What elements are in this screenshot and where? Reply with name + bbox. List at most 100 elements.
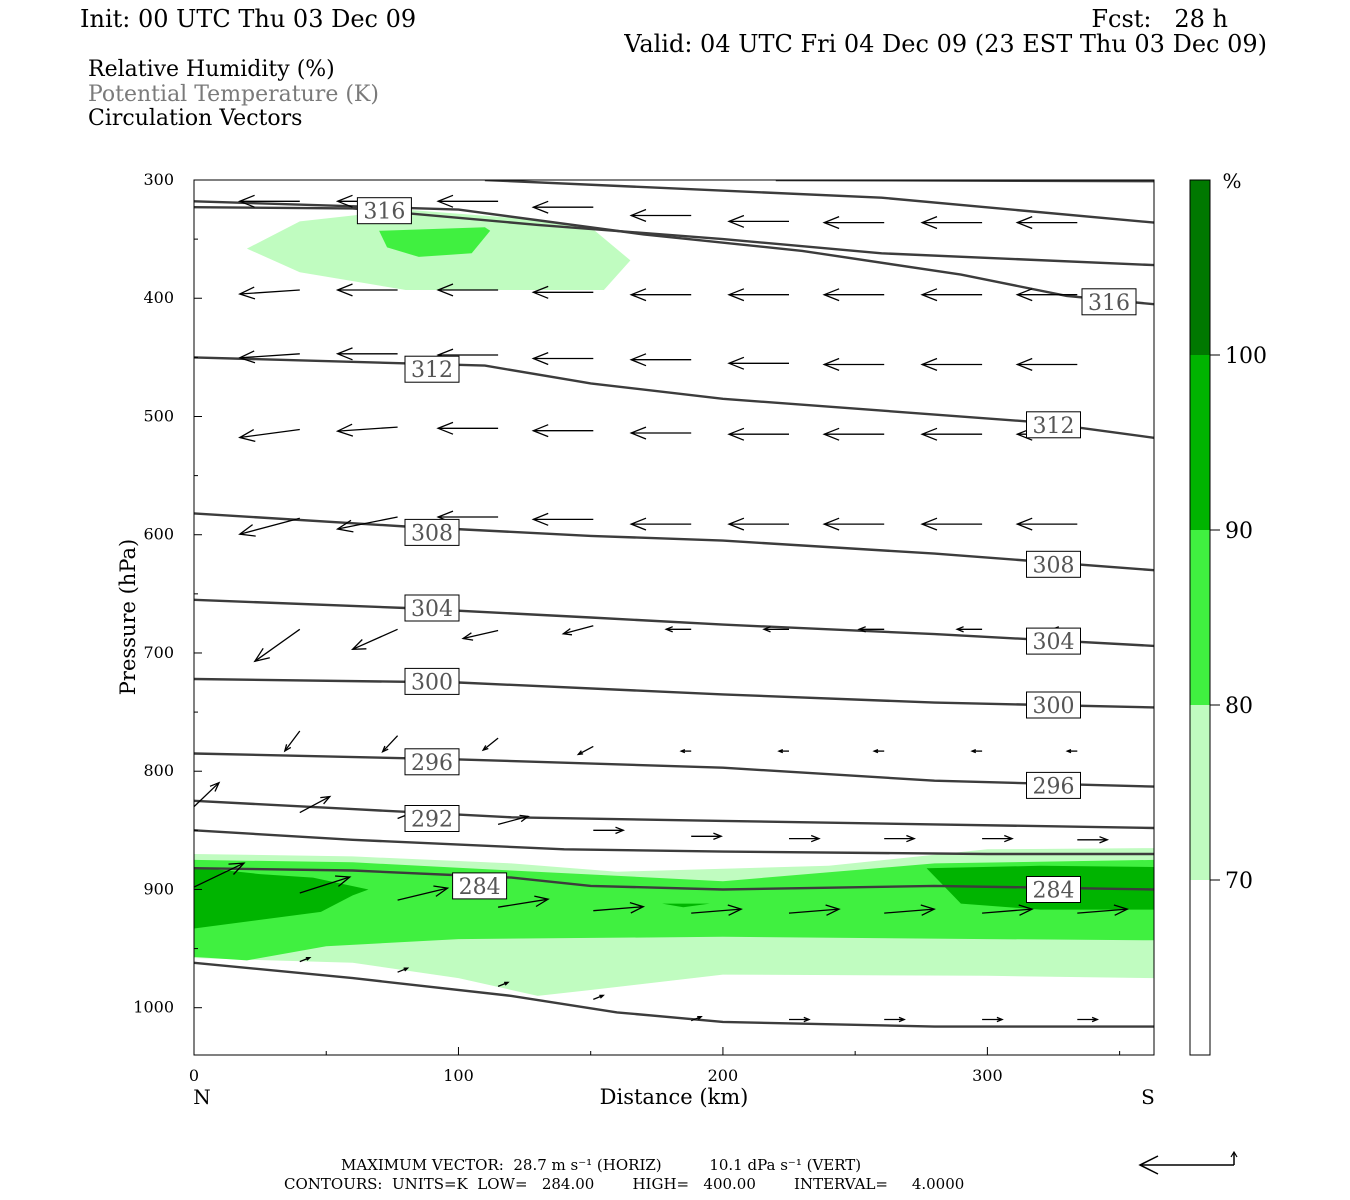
vector-head	[615, 826, 626, 835]
legend-potential-temperature: Potential Temperature (K)	[88, 82, 379, 107]
vector-head	[822, 427, 840, 441]
circulation-vector	[253, 628, 301, 663]
vector-head	[825, 904, 841, 916]
circulation-vector	[982, 904, 1034, 916]
circulation-vector	[920, 215, 983, 230]
circulation-vector-layer	[194, 194, 1130, 1023]
vector-head	[576, 750, 584, 756]
vector-head	[1065, 748, 1072, 754]
theta-label-box	[404, 594, 460, 622]
colorbar-level-label: 80	[1225, 694, 1253, 719]
circulation-vector	[982, 834, 1014, 843]
vector-head	[1091, 1016, 1100, 1023]
vector-head	[335, 283, 353, 297]
theta-contour-284	[194, 867, 1154, 891]
theta-label-text: 300	[1033, 694, 1075, 719]
y-tick-label: 400	[143, 288, 174, 307]
theta-label-text: 304	[411, 597, 453, 622]
theta-label-box	[1026, 411, 1081, 439]
circulation-vector	[194, 862, 246, 888]
circulation-vector	[531, 512, 594, 526]
vector-head	[335, 519, 354, 533]
colorbar-level-label: 100	[1225, 344, 1267, 369]
circulation-vector	[299, 875, 352, 894]
theta-label: 296	[1026, 771, 1081, 799]
vector-head	[1099, 836, 1110, 844]
vector-shaft	[382, 735, 399, 753]
circulation-vector	[497, 981, 510, 988]
vector-head	[906, 834, 916, 843]
x-tick-label: 0	[189, 1066, 199, 1085]
theta-label: 284	[1026, 876, 1081, 904]
circulation-vector	[238, 194, 300, 208]
circulation-vector	[335, 423, 398, 437]
circulation-vector	[531, 285, 594, 299]
vector-head	[920, 215, 938, 230]
vector-shaft	[788, 908, 840, 914]
theta-contour-300	[194, 677, 1154, 709]
vector-head	[531, 200, 549, 214]
vector-head	[238, 429, 256, 443]
circulation-vector	[920, 427, 983, 441]
vector-head	[898, 1016, 906, 1023]
circulation-vector	[350, 628, 398, 651]
circulation-vector	[789, 834, 821, 843]
circulation-vector	[1077, 1016, 1100, 1023]
theta-label-text: 308	[411, 521, 453, 546]
vector-head	[1015, 288, 1033, 302]
circulation-vector	[920, 517, 983, 531]
vector-head	[504, 981, 510, 986]
colorbar-level-label: 90	[1225, 519, 1253, 544]
circulation-vector	[788, 904, 841, 916]
theta-label-text: 284	[1033, 879, 1075, 904]
vector-head	[209, 781, 221, 792]
circulation-vector	[1015, 357, 1078, 372]
y-tick-label: 500	[143, 407, 174, 426]
vector-head	[253, 647, 270, 663]
vector-shaft	[593, 994, 604, 1001]
vector-shaft	[497, 898, 549, 908]
circulation-vector	[238, 350, 300, 364]
vector-head	[629, 517, 647, 531]
circulation-vector	[679, 748, 692, 754]
vector-head	[238, 194, 255, 208]
vector-head	[629, 288, 647, 302]
x-left-endpoint: N	[193, 1085, 211, 1109]
vector-head	[481, 745, 489, 752]
vector-shaft	[337, 516, 398, 530]
theta-label: 304	[404, 594, 460, 622]
vector-head	[857, 626, 866, 633]
x-right-endpoint: S	[1141, 1085, 1155, 1109]
circulation-vector	[629, 426, 692, 440]
theta-label-box	[404, 805, 460, 832]
vector-shaft	[299, 876, 350, 894]
vector-shaft	[982, 908, 1033, 914]
y-tick-label: 700	[143, 643, 174, 662]
legend-circulation-vectors: Circulation Vectors	[88, 106, 303, 131]
rh-fill-layer	[194, 209, 1154, 996]
theta-contour-296	[194, 752, 1154, 788]
rh-region-90	[194, 867, 369, 929]
legend-relative-humidity: Relative Humidity (%)	[88, 57, 335, 82]
vector-head	[436, 283, 454, 297]
vector-head	[727, 356, 745, 370]
vector-head	[996, 1016, 1004, 1023]
vector-head	[822, 517, 840, 531]
vector-shaft	[497, 815, 529, 826]
theta-label-box	[1026, 627, 1081, 655]
circulation-vector	[1015, 517, 1078, 531]
vector-shaft	[577, 745, 594, 755]
theta-label-box	[404, 518, 460, 546]
circulation-vector	[629, 353, 692, 367]
theta-label-box	[404, 667, 460, 695]
circulation-vector	[531, 351, 594, 366]
vector-shaft	[497, 981, 509, 988]
vector-head	[335, 875, 352, 887]
max-vector-info: MAXIMUM VECTOR: 28.7 m s⁻¹ (HORIZ) 10.1 …	[341, 1156, 862, 1174]
circulation-vector	[691, 832, 723, 841]
vector-head	[822, 288, 840, 302]
vector-head	[403, 967, 410, 972]
vector-head	[238, 286, 256, 300]
circulation-vector	[789, 1016, 811, 1023]
